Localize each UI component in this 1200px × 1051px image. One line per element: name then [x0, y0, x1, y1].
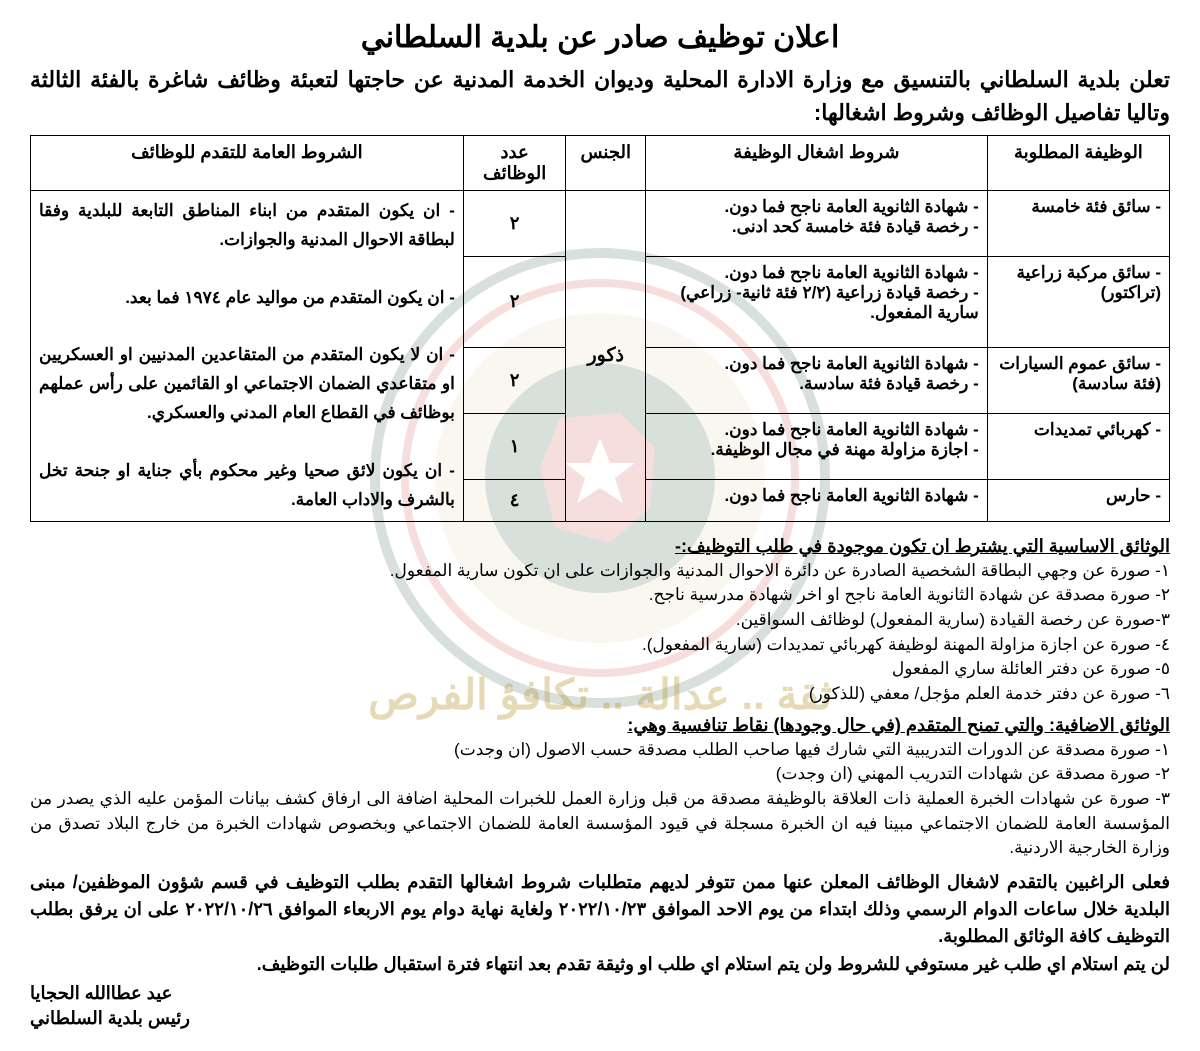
job-req-2: - شهادة الثانوية العامة ناجح فما دون. - …: [646, 256, 988, 347]
intro-text: تعلن بلدية السلطاني بالتنسيق مع وزارة ال…: [30, 63, 1170, 129]
count-5: ٤: [463, 479, 566, 521]
th-count: عدد الوظائف: [463, 136, 566, 191]
th-gender: الجنس: [566, 136, 646, 191]
count-2: ٢: [463, 256, 566, 347]
job-title-2: - سائق مركبة زراعية (تراكتور): [987, 256, 1169, 347]
signature: عيد عطاالله الحجايا رئيس بلدية السلطاني: [30, 981, 1170, 1031]
job-req-5: - شهادة الثانوية العامة ناجح فما دون.: [646, 479, 988, 521]
count-1: ٢: [463, 191, 566, 257]
th-job: الوظيفة المطلوبة: [987, 136, 1169, 191]
th-general: الشروط العامة للتقدم للوظائف: [31, 136, 464, 191]
job-title-4: - كهربائي تمديدات: [987, 413, 1169, 479]
docs-title: الوثائق الاساسية التي يشترط ان تكون موجو…: [30, 536, 1170, 557]
job-req-1: - شهادة الثانوية العامة ناجح فما دون. - …: [646, 191, 988, 257]
gender-cell: ذكور: [566, 191, 646, 522]
docs-list: ١- صورة عن وجهي البطاقة الشخصية الصادرة …: [30, 559, 1170, 707]
general-conditions: - ان يكون المتقدم من ابناء المناطق التاب…: [31, 191, 464, 522]
page-title: اعلان توظيف صادر عن بلدية السلطاني: [30, 20, 1170, 55]
job-title-5: - حارس: [987, 479, 1169, 521]
extra-docs-title: الوثائق الاضافية: والتي تمنح المتقدم (في…: [30, 715, 1170, 736]
jobs-table: الوظيفة المطلوبة شروط اشغال الوظيفة الجن…: [30, 135, 1170, 522]
apply-note: فعلى الراغبين بالتقدم لاشغال الوظائف الم…: [30, 869, 1170, 950]
job-title-1: - سائق فئة خامسة: [987, 191, 1169, 257]
extra-docs-list: ١- صورة مصدقة عن الدورات التدريبية التي …: [30, 738, 1170, 861]
job-req-4: - شهادة الثانوية العامة ناجح فما دون. - …: [646, 413, 988, 479]
th-requirements: شروط اشغال الوظيفة: [646, 136, 988, 191]
job-title-3: - سائق عموم السيارات (فئة سادسة): [987, 347, 1169, 413]
reject-note: لن يتم استلام اي طلب غير مستوفي للشروط و…: [30, 954, 1170, 975]
count-4: ١: [463, 413, 566, 479]
job-req-3: - شهادة الثانوية العامة ناجح فما دون. - …: [646, 347, 988, 413]
count-3: ٢: [463, 347, 566, 413]
